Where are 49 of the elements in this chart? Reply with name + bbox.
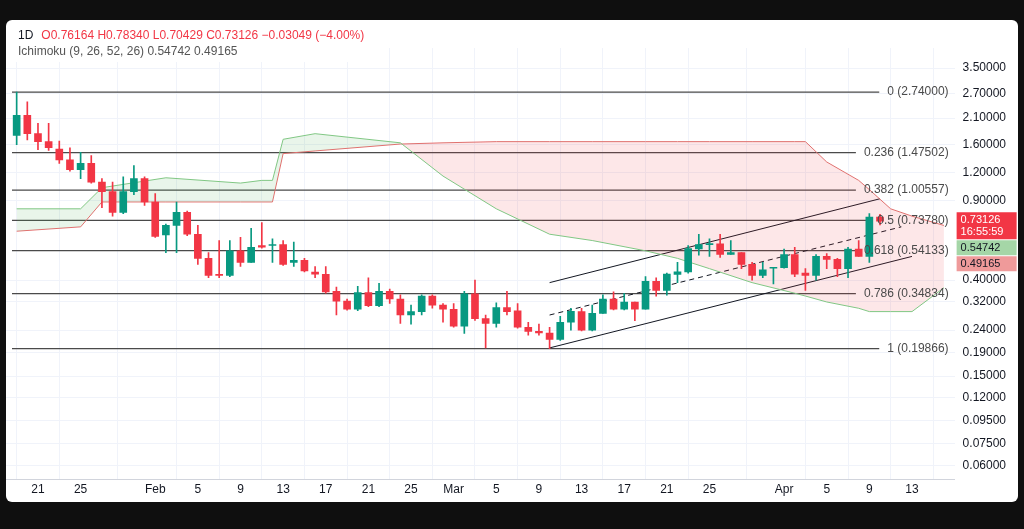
x-tick-label: 5: [492, 482, 500, 497]
x-tick-label: 25: [702, 482, 717, 497]
y-tick-label: 0.12000: [962, 390, 1007, 405]
x-tick-label: 9: [237, 482, 245, 497]
ref-line-label: 1 (0.19866): [887, 340, 949, 355]
x-tick-label: 17: [319, 482, 333, 497]
y-tick-label: 0.06000: [962, 457, 1007, 472]
y-tick-label: 0.15000: [962, 368, 1007, 383]
y-tick-label: 2.10000: [962, 110, 1007, 125]
x-tick-label: Apr: [774, 482, 794, 497]
y-tick-label: 0.32000: [962, 294, 1007, 309]
text: 0.54742: [960, 240, 1001, 253]
x-tick-label: 21: [31, 482, 45, 497]
x-tick-label: Mar: [443, 482, 464, 497]
candlestick: [289, 241, 298, 267]
ref-line-label: 0.236 (1.47502): [863, 144, 949, 159]
candlestick: [257, 222, 266, 249]
x-tick-label: 13: [276, 482, 291, 497]
text: O0.76164 H0.78340 L0.70429 C0.73126 −0.03049 (−4.00%): [41, 28, 365, 42]
y-tick-label: 0.19000: [962, 345, 1007, 360]
x-tick-label: 21: [361, 482, 376, 497]
y-tick-label: 1.20000: [962, 165, 1007, 180]
y-tick-label: 2.70000: [962, 85, 1007, 100]
ref-line-label: 0 (2.74000): [887, 84, 949, 99]
x-tick-label: 25: [404, 482, 419, 497]
ref-line-label: 0.382 (1.00557): [863, 182, 949, 197]
text: 0.73126 16:55:59: [960, 212, 1004, 237]
y-tick-label: 0.40000: [962, 272, 1007, 287]
x-tick-label: 5: [194, 482, 202, 497]
x-tick-label: 17: [617, 482, 632, 497]
y-tick-label: 3.50000: [962, 60, 1007, 75]
text: 0.49165: [960, 256, 1001, 269]
x-tick-label: 13: [574, 482, 589, 497]
x-tick-label: 9: [535, 482, 543, 497]
x-tick-label: Feb: [144, 482, 166, 497]
x-tick-label: 9: [866, 482, 874, 497]
annotation: Ichimoku (9, 26, 52, 26) 0.54742 0.49165: [18, 43, 239, 59]
y-tick-label: 0.24000: [962, 322, 1007, 337]
x-tick-label: 21: [660, 482, 674, 497]
x-tick-label: 13: [905, 482, 919, 497]
x-tick-label: 5: [823, 482, 831, 497]
y-tick-label: 0.09500: [962, 413, 1007, 427]
y-tick-label: 0.07500: [962, 436, 1007, 451]
chart-title: 1D: [18, 28, 34, 42]
y-tick-label: 0.90000: [962, 193, 1007, 208]
ref-line-label: 0.786 (0.34834): [863, 285, 949, 300]
y-tick-label: 1.60000: [962, 136, 1007, 151]
x-tick-label: 25: [73, 482, 88, 497]
candlestick: [726, 240, 735, 255]
